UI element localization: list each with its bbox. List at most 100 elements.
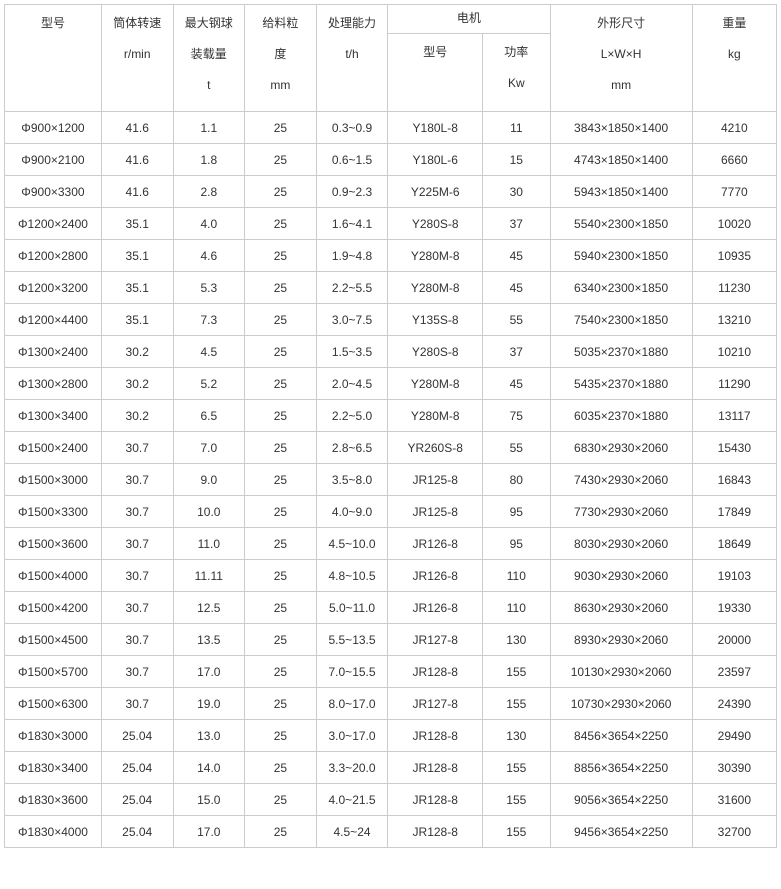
table-row: Φ1300×240030.24.5251.5~3.5Y280S-8375035×…: [5, 336, 777, 368]
cell-capacity: 3.0~7.5: [316, 304, 388, 336]
cell-weight: 24390: [692, 688, 776, 720]
cell-feed: 25: [245, 784, 317, 816]
cell-feed: 25: [245, 208, 317, 240]
cell-motor_power: 80: [483, 464, 550, 496]
cell-dim: 9030×2930×2060: [550, 560, 692, 592]
header-model-label: 型号: [7, 15, 99, 32]
cell-motor_model: Y280M-8: [388, 400, 483, 432]
cell-motor_power: 37: [483, 336, 550, 368]
cell-load: 15.0: [173, 784, 245, 816]
cell-motor_power: 30: [483, 176, 550, 208]
cell-motor_model: YR260S-8: [388, 432, 483, 464]
cell-capacity: 2.0~4.5: [316, 368, 388, 400]
cell-weight: 13210: [692, 304, 776, 336]
cell-motor_power: 110: [483, 560, 550, 592]
header-speed: 筒体转速 r/min: [101, 5, 173, 112]
cell-motor_power: 130: [483, 624, 550, 656]
cell-load: 4.0: [173, 208, 245, 240]
table-row: Φ1200×440035.17.3253.0~7.5Y135S-8557540×…: [5, 304, 777, 336]
cell-load: 7.3: [173, 304, 245, 336]
cell-motor_power: 130: [483, 720, 550, 752]
cell-feed: 25: [245, 560, 317, 592]
cell-feed: 25: [245, 112, 317, 144]
header-dim-unit: mm: [553, 77, 690, 94]
cell-load: 4.5: [173, 336, 245, 368]
header-motor-power-label: 功率: [485, 44, 547, 61]
table-row: Φ1830×300025.0413.0253.0~17.0JR128-81308…: [5, 720, 777, 752]
cell-model: Φ1500×4200: [5, 592, 102, 624]
cell-model: Φ1300×2400: [5, 336, 102, 368]
header-feed-unit: mm: [247, 77, 314, 94]
cell-speed: 25.04: [101, 752, 173, 784]
cell-dim: 5435×2370×1880: [550, 368, 692, 400]
table-row: Φ900×330041.62.8250.9~2.3Y225M-6305943×1…: [5, 176, 777, 208]
header-motor-model-label: 型号: [390, 44, 480, 61]
cell-speed: 30.2: [101, 368, 173, 400]
cell-load: 11.11: [173, 560, 245, 592]
cell-load: 12.5: [173, 592, 245, 624]
cell-load: 4.6: [173, 240, 245, 272]
cell-motor_power: 155: [483, 784, 550, 816]
header-load-unit: t: [176, 77, 243, 94]
table-row: Φ1200×280035.14.6251.9~4.8Y280M-8455940×…: [5, 240, 777, 272]
cell-feed: 25: [245, 240, 317, 272]
cell-speed: 35.1: [101, 208, 173, 240]
cell-dim: 6035×2370×1880: [550, 400, 692, 432]
cell-capacity: 8.0~17.0: [316, 688, 388, 720]
cell-capacity: 4.5~10.0: [316, 528, 388, 560]
cell-motor_power: 155: [483, 656, 550, 688]
table-row: Φ1300×340030.26.5252.2~5.0Y280M-8756035×…: [5, 400, 777, 432]
cell-weight: 7770: [692, 176, 776, 208]
cell-motor_model: Y280M-8: [388, 240, 483, 272]
cell-motor_model: JR126-8: [388, 560, 483, 592]
cell-load: 7.0: [173, 432, 245, 464]
cell-weight: 30390: [692, 752, 776, 784]
cell-motor_power: 37: [483, 208, 550, 240]
cell-motor_model: JR126-8: [388, 528, 483, 560]
cell-capacity: 2.2~5.5: [316, 272, 388, 304]
cell-weight: 20000: [692, 624, 776, 656]
cell-motor_model: Y135S-8: [388, 304, 483, 336]
cell-speed: 35.1: [101, 272, 173, 304]
header-dim-label2: L×W×H: [553, 46, 690, 63]
header-load-label1: 最大钢球: [176, 15, 243, 32]
cell-load: 13.5: [173, 624, 245, 656]
cell-speed: 35.1: [101, 240, 173, 272]
cell-capacity: 1.5~3.5: [316, 336, 388, 368]
cell-speed: 41.6: [101, 176, 173, 208]
cell-capacity: 5.5~13.5: [316, 624, 388, 656]
cell-dim: 6830×2930×2060: [550, 432, 692, 464]
cell-motor_model: JR127-8: [388, 624, 483, 656]
header-weight: 重量 kg: [692, 5, 776, 112]
cell-motor_model: JR128-8: [388, 752, 483, 784]
cell-capacity: 4.0~9.0: [316, 496, 388, 528]
cell-model: Φ1500×4500: [5, 624, 102, 656]
cell-motor_power: 45: [483, 368, 550, 400]
header-motor: 电机: [388, 5, 550, 34]
cell-feed: 25: [245, 272, 317, 304]
header-weight-unit: kg: [695, 46, 774, 63]
cell-motor_model: Y280S-8: [388, 336, 483, 368]
cell-capacity: 7.0~15.5: [316, 656, 388, 688]
cell-motor_model: JR128-8: [388, 656, 483, 688]
table-row: Φ1500×300030.79.0253.5~8.0JR125-8807430×…: [5, 464, 777, 496]
table-row: Φ1830×400025.0417.0254.5~24JR128-8155945…: [5, 816, 777, 848]
cell-weight: 19103: [692, 560, 776, 592]
cell-capacity: 4.5~24: [316, 816, 388, 848]
cell-feed: 25: [245, 304, 317, 336]
cell-motor_model: Y225M-6: [388, 176, 483, 208]
table-body: Φ900×120041.61.1250.3~0.9Y180L-8113843×1…: [5, 112, 777, 848]
table-row: Φ1500×420030.712.5255.0~11.0JR126-811086…: [5, 592, 777, 624]
cell-speed: 30.7: [101, 560, 173, 592]
cell-dim: 10730×2930×2060: [550, 688, 692, 720]
cell-model: Φ1300×3400: [5, 400, 102, 432]
cell-weight: 23597: [692, 656, 776, 688]
table-row: Φ1830×360025.0415.0254.0~21.5JR128-81559…: [5, 784, 777, 816]
cell-weight: 11290: [692, 368, 776, 400]
cell-capacity: 2.8~6.5: [316, 432, 388, 464]
cell-model: Φ1200×3200: [5, 272, 102, 304]
cell-capacity: 3.0~17.0: [316, 720, 388, 752]
cell-model: Φ1300×2800: [5, 368, 102, 400]
header-capacity-unit: t/h: [319, 46, 386, 63]
cell-weight: 4210: [692, 112, 776, 144]
